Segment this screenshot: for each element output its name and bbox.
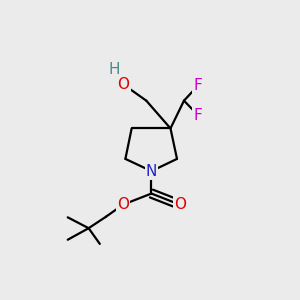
Text: F: F [194, 107, 202, 122]
Text: O: O [118, 77, 130, 92]
Text: O: O [117, 197, 129, 212]
Text: F: F [194, 78, 202, 93]
Text: N: N [146, 164, 157, 178]
Text: O: O [174, 197, 186, 212]
Text: H: H [109, 62, 120, 77]
